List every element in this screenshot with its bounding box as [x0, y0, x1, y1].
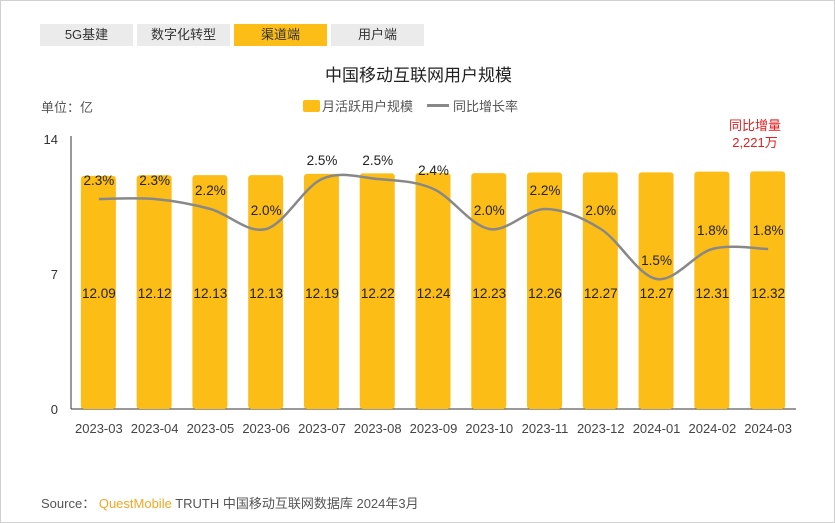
- legend: 月活跃用户规模 同比增长率: [303, 96, 518, 115]
- bar: [527, 172, 563, 409]
- bar: [638, 172, 674, 409]
- bar-value-label: 12.13: [249, 286, 283, 301]
- bar-value-label: 12.27: [584, 286, 618, 301]
- bar: [415, 172, 451, 409]
- chart-title: 中国移动互联网用户规模: [325, 66, 512, 85]
- source-brand: QuestMobile: [98, 496, 172, 511]
- growth-rate-label: 2.2%: [530, 183, 561, 198]
- legend-line-swatch: [427, 104, 450, 107]
- bar-value-label: 12.22: [361, 286, 395, 301]
- unit-label: 单位：亿: [41, 100, 94, 115]
- x-tick-label: 2024-02: [688, 421, 736, 436]
- tab-channel[interactable]: 渠道端: [234, 24, 327, 46]
- x-tick-label: 2023-09: [410, 421, 458, 436]
- growth-rate-label: 2.5%: [307, 153, 338, 168]
- bar-value-label: 12.13: [194, 286, 228, 301]
- growth-rate-label: 2.5%: [362, 153, 393, 168]
- tab-user[interactable]: 用户端: [331, 24, 424, 46]
- bar-value-label: 12.23: [472, 286, 506, 301]
- yoy-increase-note: 同比增量 2,221万: [721, 117, 789, 151]
- bar: [248, 175, 284, 409]
- bar-value-label: 12.27: [640, 286, 674, 301]
- tab-digital[interactable]: 数字化转型: [137, 24, 230, 46]
- x-tick-label: 2023-06: [242, 421, 290, 436]
- bar: [694, 171, 730, 409]
- x-tick-label: 2023-10: [465, 421, 513, 436]
- legend-line-label: 同比增长率: [453, 99, 519, 114]
- bar: [582, 172, 618, 409]
- note-line1: 同比增量: [728, 118, 781, 133]
- x-tick-label: 2023-07: [298, 421, 346, 436]
- bar: [359, 173, 395, 409]
- bar: [750, 171, 786, 409]
- bar-value-label: 12.19: [305, 286, 339, 301]
- growth-rate-label: 1.8%: [697, 223, 728, 238]
- growth-rate-label: 2.4%: [418, 163, 449, 178]
- legend-bar-label: 月活跃用户规模: [322, 99, 414, 114]
- bar-value-label: 12.09: [82, 286, 116, 301]
- growth-rate-label: 2.0%: [251, 203, 282, 218]
- source-line: Source： QuestMobile TRUTH 中国移动互联网数据库 202…: [41, 493, 419, 512]
- x-tick-label: 2023-08: [354, 421, 402, 436]
- source-rest: TRUTH 中国移动互联网数据库 2024年3月: [175, 496, 419, 511]
- bar-value-label: 12.26: [528, 286, 562, 301]
- growth-rate-label: 1.5%: [641, 253, 672, 268]
- x-tick-label: 2023-03: [75, 421, 123, 436]
- source-prefix: Source：: [41, 496, 96, 511]
- bar: [303, 173, 339, 409]
- bar: [136, 175, 172, 409]
- growth-rate-label: 1.8%: [753, 223, 784, 238]
- bar-value-label: 12.12: [138, 286, 172, 301]
- y-tick-label: 0: [51, 402, 58, 417]
- x-tick-label: 2023-12: [577, 421, 625, 436]
- growth-rate-label: 2.2%: [195, 183, 226, 198]
- tab-bar: 5G基建 数字化转型 渠道端 用户端: [40, 24, 424, 46]
- x-tick-label: 2024-03: [744, 421, 792, 436]
- growth-rate-label: 2.3%: [139, 173, 170, 188]
- x-tick-label: 2023-05: [187, 421, 235, 436]
- tab-5g[interactable]: 5G基建: [40, 24, 133, 46]
- legend-bar-swatch: [303, 99, 320, 112]
- growth-rate-label: 2.0%: [474, 203, 505, 218]
- growth-rate-label: 2.0%: [585, 203, 616, 218]
- bar-value-label: 12.31: [695, 286, 729, 301]
- bar: [192, 175, 228, 409]
- bar: [471, 173, 507, 409]
- y-tick-label: 14: [44, 132, 58, 147]
- bar-value-label: 12.24: [417, 286, 451, 301]
- y-tick-label: 7: [51, 267, 58, 282]
- bar-value-label: 12.32: [751, 286, 785, 301]
- x-tick-label: 2024-01: [633, 421, 681, 436]
- x-tick-label: 2023-11: [522, 421, 569, 436]
- bar: [80, 175, 116, 409]
- x-tick-label: 2023-04: [131, 421, 179, 436]
- note-line2: 2,221万: [732, 135, 778, 150]
- growth-line: [98, 173, 769, 281]
- growth-rate-label: 2.3%: [83, 173, 114, 188]
